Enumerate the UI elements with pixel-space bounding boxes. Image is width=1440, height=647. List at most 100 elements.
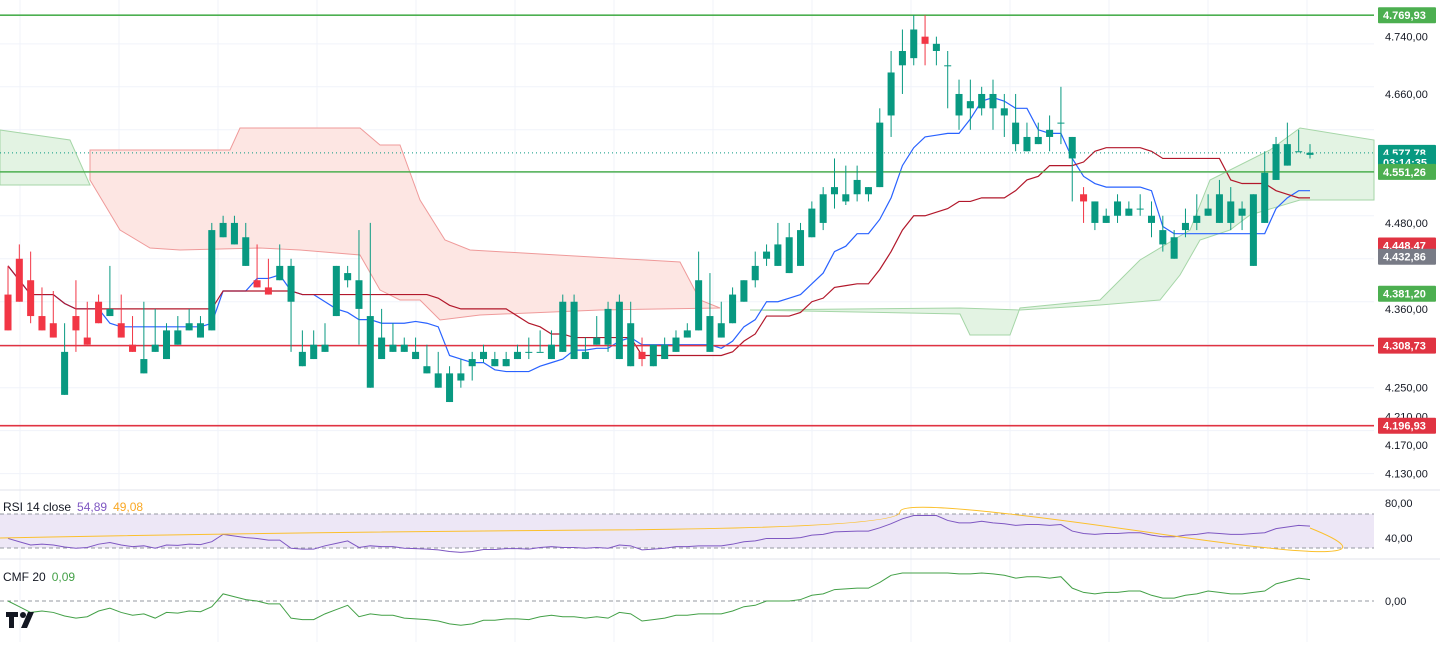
candle-body <box>344 273 352 281</box>
price-badge <box>1378 248 1436 265</box>
candle-body <box>1249 194 1257 266</box>
candle-body <box>932 43 940 51</box>
candle-body <box>208 230 216 331</box>
candle-body <box>61 351 69 395</box>
candle-body <box>525 351 533 353</box>
price-tick-label: 4.130,00 <box>1385 469 1428 481</box>
candle-body <box>910 29 918 59</box>
candle-body <box>1306 152 1314 155</box>
candle-body <box>661 344 669 360</box>
candle-body <box>298 351 306 367</box>
candle-body <box>1272 144 1280 180</box>
candle-body <box>638 351 646 360</box>
candle-body <box>1159 230 1167 245</box>
cmf-name: CMF 20 <box>3 570 46 584</box>
cmf-value: 0,09 <box>51 570 76 584</box>
candle-body <box>989 93 997 109</box>
candle-body <box>468 359 476 367</box>
candle-body <box>83 337 91 345</box>
candle-body <box>842 194 850 202</box>
price-tick-label: 4.360,00 <box>1385 304 1428 316</box>
candle-body <box>1147 215 1156 223</box>
candle-body <box>1012 122 1020 145</box>
candle-body <box>355 280 363 309</box>
candle-body <box>1068 136 1076 159</box>
price-badge-label: 4.196,93 <box>1383 421 1426 433</box>
candle-body <box>378 337 386 360</box>
candle-body <box>706 316 714 352</box>
tradingview-logo-icon[interactable] <box>6 610 40 630</box>
rsi-line <box>7 515 1311 553</box>
candle-body <box>423 366 431 374</box>
candle-body <box>230 222 238 245</box>
candle-body <box>1170 237 1178 259</box>
candle-body <box>570 301 578 360</box>
rsi-tick-label: 80,00 <box>1385 498 1413 510</box>
candle-body <box>683 330 691 338</box>
candle-body <box>830 187 838 195</box>
candle-body <box>49 323 57 338</box>
candle-body <box>1046 129 1054 137</box>
candle-body <box>1295 151 1303 153</box>
price-badge <box>1378 285 1436 302</box>
candle-body <box>457 373 465 381</box>
candle-body <box>615 301 623 360</box>
rsi-ma-value: 49,08 <box>113 500 144 514</box>
candle-body <box>649 344 657 367</box>
candle-body <box>785 237 793 274</box>
price-badge-label: 4.432,86 <box>1383 252 1426 264</box>
price-badge <box>1378 337 1436 354</box>
candle-body <box>400 344 408 352</box>
ichimoku-cloud-bear <box>89 127 721 321</box>
candle-body <box>196 323 204 338</box>
candle-body <box>536 351 544 353</box>
candle-body <box>1215 194 1223 223</box>
price-badge-label: 4.769,93 <box>1383 10 1426 22</box>
rsi-tick-label: 40,00 <box>1385 533 1413 545</box>
price-badge-label: 4.381,20 <box>1383 289 1426 301</box>
price-badge <box>1378 163 1436 180</box>
rsi-name: RSI 14 close <box>3 500 72 514</box>
candle-body <box>185 323 193 331</box>
price-tick-label: 4.660,00 <box>1385 89 1428 101</box>
candle-body <box>1091 201 1099 223</box>
candle-body <box>162 330 171 360</box>
candle-body <box>72 316 80 331</box>
candle-body <box>808 208 816 238</box>
candle-body <box>106 308 114 317</box>
candle-body <box>695 280 703 331</box>
candle-body <box>1114 201 1122 216</box>
candle-body <box>627 323 635 367</box>
candle-body <box>604 308 612 345</box>
candle-body <box>1261 172 1269 223</box>
price-tick-label: 4.250,00 <box>1385 383 1428 395</box>
candle-body <box>717 323 725 338</box>
candle-body <box>864 187 872 195</box>
candle-body <box>27 280 35 317</box>
candle-body <box>876 122 884 188</box>
candle-body <box>1057 122 1065 124</box>
candle-body <box>446 373 454 403</box>
ichimoku-cloud-bull <box>749 127 1375 336</box>
price-badge <box>1378 417 1436 434</box>
candle-body <box>1034 136 1042 145</box>
candle-body <box>547 344 555 360</box>
candle-body <box>898 50 906 66</box>
price-badge-label: 4.308,73 <box>1383 341 1426 353</box>
price-tick-label: 4.740,00 <box>1385 32 1428 44</box>
candle-body <box>480 351 488 360</box>
candle-body <box>740 280 748 302</box>
candle-body <box>774 244 782 266</box>
candle-body <box>332 265 340 317</box>
candle-body <box>1136 208 1144 210</box>
price-badge <box>1378 7 1436 24</box>
candle-body <box>310 344 318 360</box>
price-badge-label: 4.551,26 <box>1383 167 1426 179</box>
candle-body <box>672 337 680 352</box>
candle-body <box>1227 201 1235 223</box>
candle-body <box>321 344 329 352</box>
price-tick-label: 4.480,00 <box>1385 218 1428 230</box>
candle-body <box>434 373 442 388</box>
